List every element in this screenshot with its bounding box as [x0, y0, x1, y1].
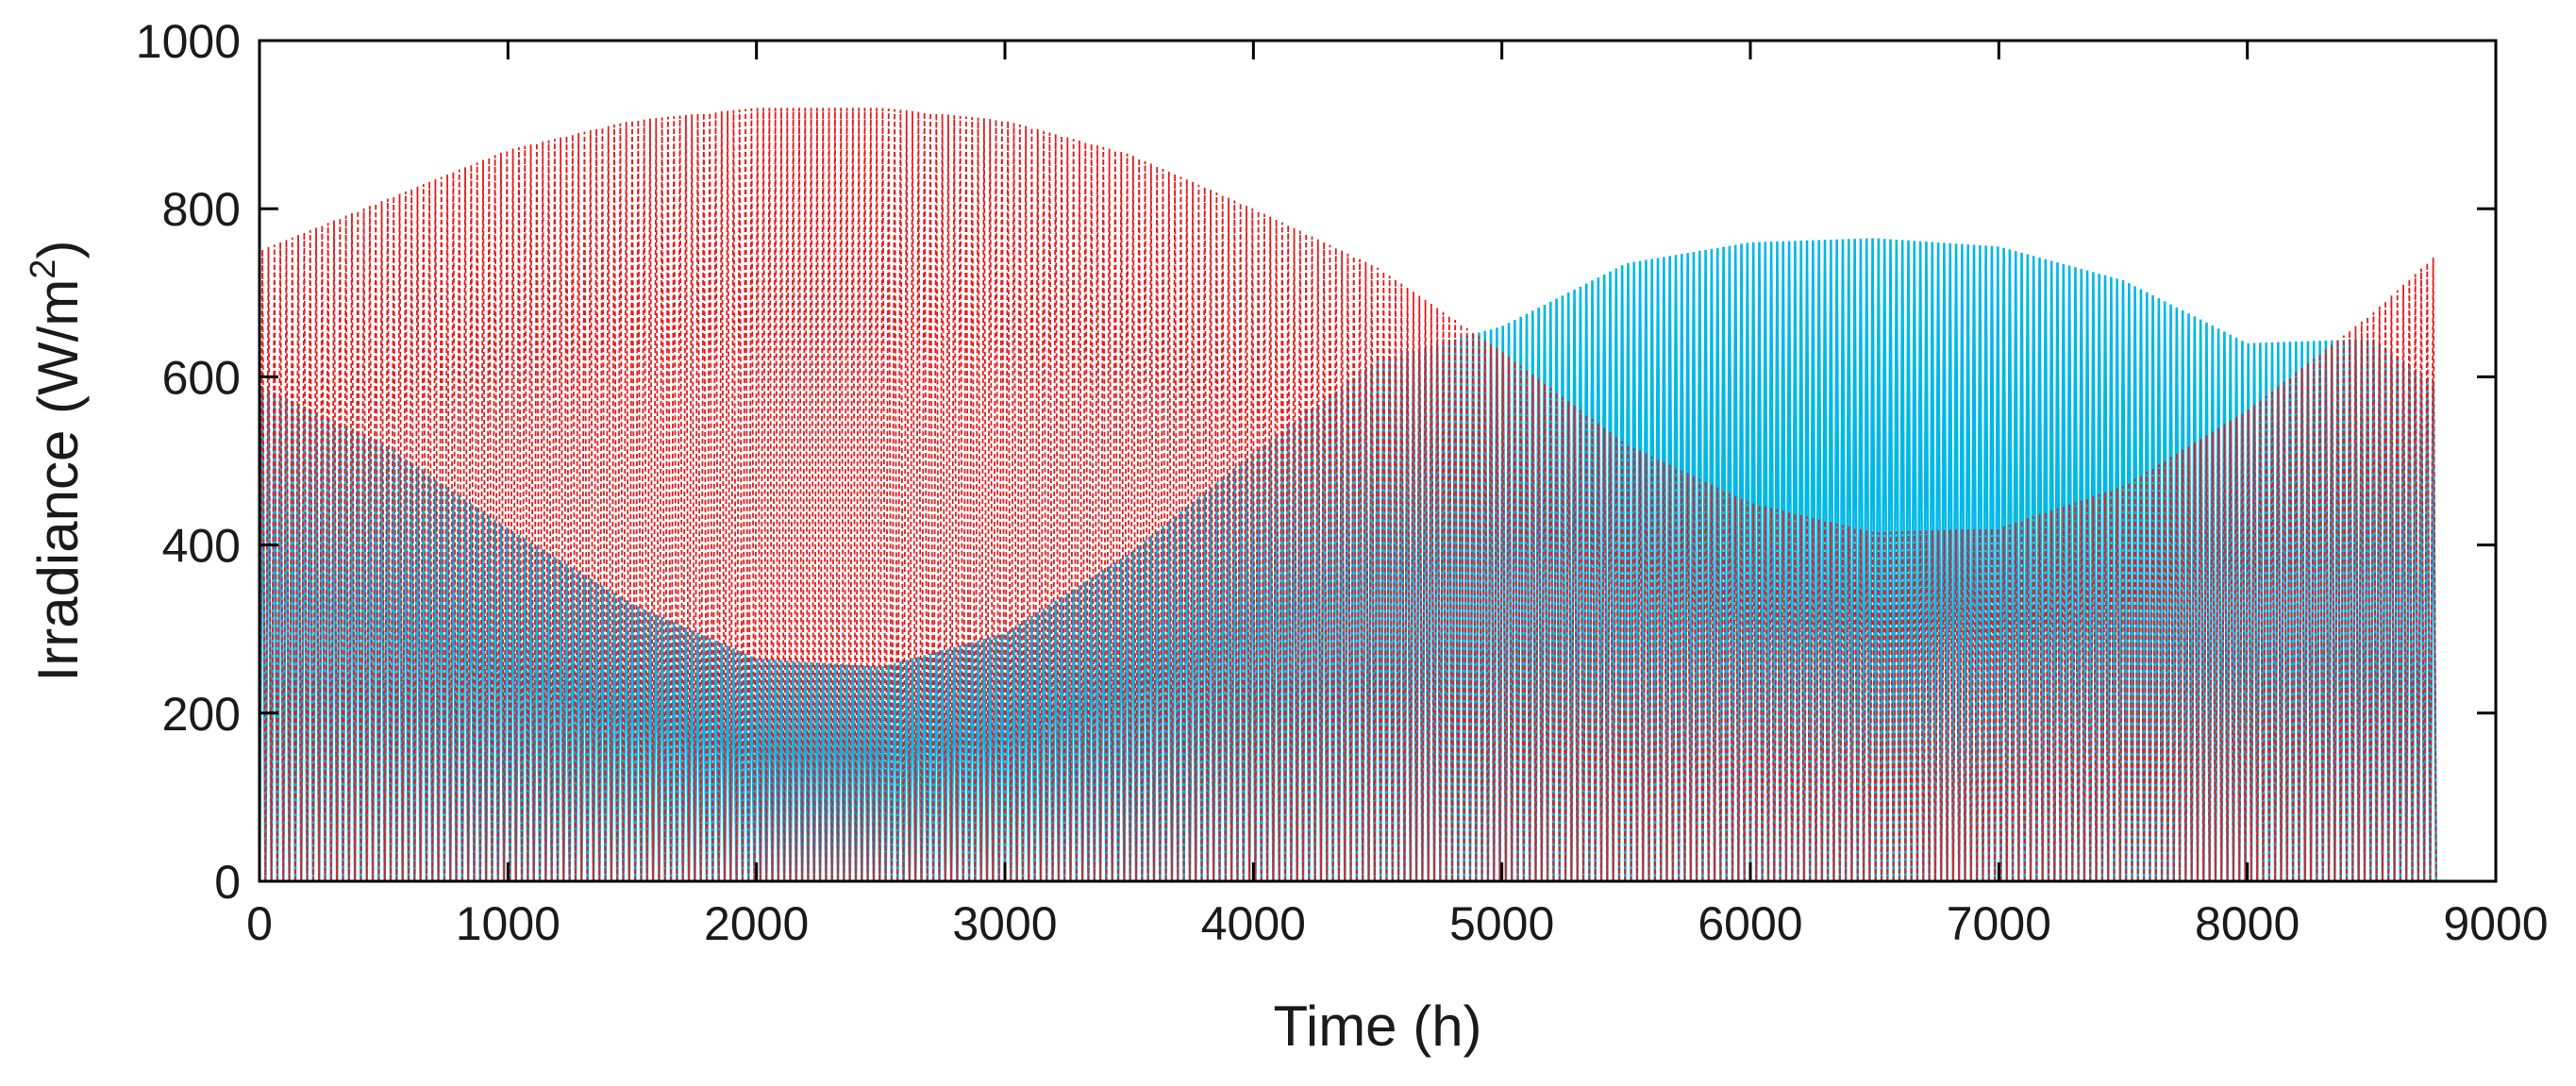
series-layer [259, 108, 2438, 881]
plot-frame [258, 39, 2498, 883]
y-tick-label: 200 [162, 688, 241, 741]
tick-label-layer: 0 1000 2000 3000 4000 5000 6000 7000 8000 9000 0 20… [136, 15, 2549, 950]
y-tick-label: 400 [162, 520, 241, 573]
tick-layer [258, 39, 2498, 883]
x-tick-label: 7000 [1947, 897, 2051, 950]
y-axis-title: Irradiance (W/m2) [24, 241, 90, 682]
x-tick-label: 2000 [704, 897, 809, 950]
x-tick-label: 4000 [1201, 897, 1306, 950]
y-tick-label: 800 [162, 183, 241, 236]
x-tick-label: 1000 [456, 897, 560, 950]
y-tick-label: 600 [162, 351, 241, 404]
x-tick-label: 8000 [2195, 897, 2300, 950]
y-axis-title-close: ) [26, 241, 90, 259]
x-tick-label: 3000 [952, 897, 1057, 950]
y-axis-title-superscript: 2 [24, 259, 63, 279]
series-red-line [259, 108, 2437, 881]
x-tick-label: 9000 [2443, 897, 2548, 950]
x-tick-label: 0 [246, 897, 273, 950]
x-axis-title: Time (h) [1273, 994, 1481, 1058]
y-tick-label: 0 [214, 856, 241, 909]
x-tick-label: 5000 [1449, 897, 1554, 950]
x-tick-label: 6000 [1698, 897, 1802, 950]
y-tick-label: 1000 [136, 15, 241, 68]
y-axis-title-main: Irradiance (W/m [26, 279, 90, 682]
